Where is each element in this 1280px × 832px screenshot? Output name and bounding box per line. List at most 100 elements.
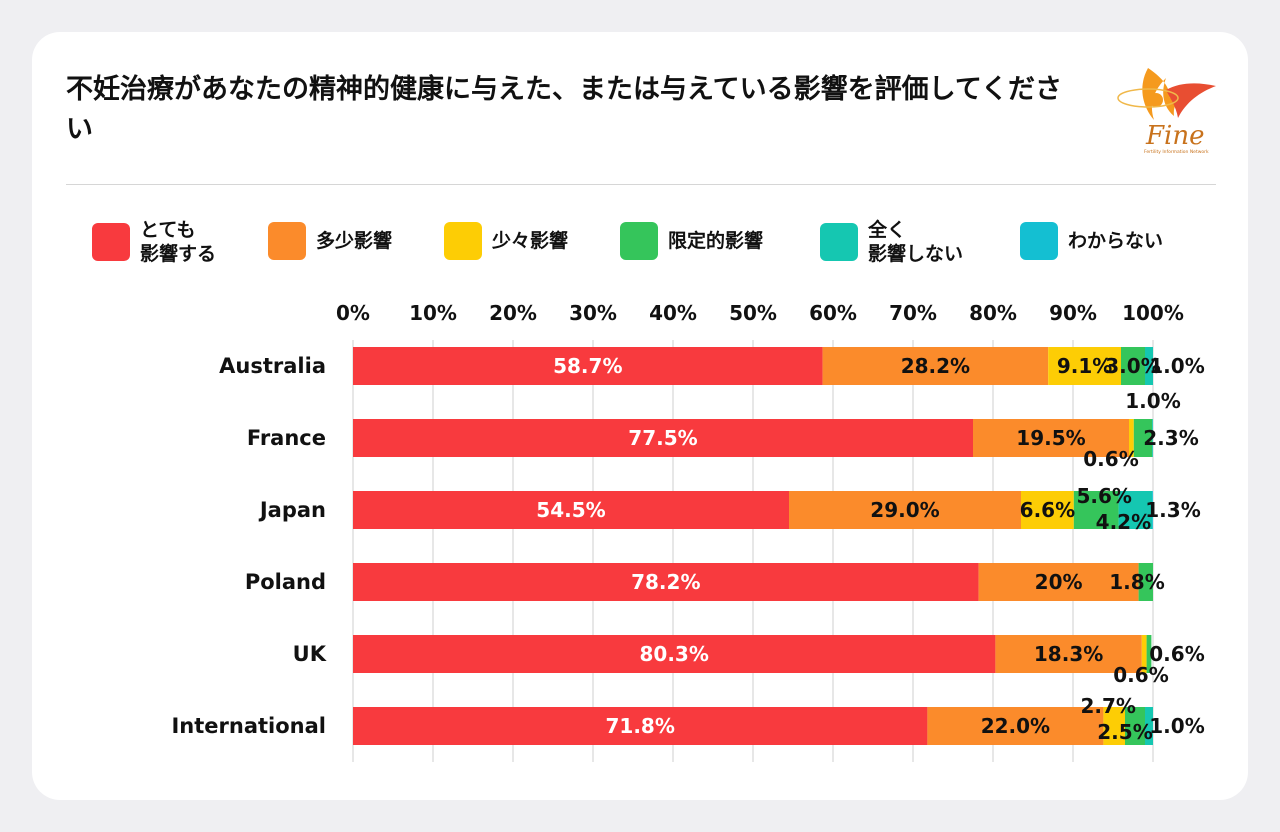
bar-little-affected [1021, 491, 1074, 529]
bar-very-affected [353, 491, 789, 529]
bar-limited-affected [1146, 635, 1152, 673]
data-label: 58.7% [553, 354, 622, 378]
data-label: 20% [1035, 570, 1083, 594]
data-label: 80.3% [640, 642, 709, 666]
legend-swatch [1020, 222, 1058, 260]
x-tick-label: 90% [1049, 301, 1097, 325]
logo-dot [1149, 93, 1163, 107]
data-label: 28.2% [901, 354, 970, 378]
x-tick-label: 20% [489, 301, 537, 325]
bar-very-affected [353, 347, 823, 385]
data-label: 5.6% [1076, 484, 1131, 508]
bar-not-at-all [1145, 707, 1153, 745]
data-label: 77.5% [628, 426, 697, 450]
title-divider [66, 184, 1216, 185]
bar-not-at-all [1118, 491, 1153, 529]
x-tick-label: 10% [409, 301, 457, 325]
bar-much-affected [789, 491, 1021, 529]
legend-label: とても 影響する [140, 219, 217, 265]
data-label: 4.2% [1096, 510, 1151, 534]
data-label: 3.0% [1105, 354, 1160, 378]
legend-item-much-affected: 多少影響 [268, 222, 392, 260]
legend-label: 限定的影響 [668, 230, 764, 252]
fine-logo: Fine Fertility Information Network [1117, 68, 1216, 155]
data-label: 1.0% [1125, 389, 1180, 413]
data-label: 0.6% [1083, 447, 1138, 471]
x-tick-label: 50% [729, 301, 777, 325]
x-tick-label: 70% [889, 301, 937, 325]
category-label: UK [293, 642, 327, 666]
data-label: 19.5% [1016, 426, 1085, 450]
legend-swatch [444, 222, 482, 260]
x-tick-label: 100% [1122, 301, 1184, 325]
logo-flame-shape [1166, 83, 1216, 118]
data-label: 9.1% [1057, 354, 1112, 378]
x-tick-label: 0% [336, 301, 370, 325]
bar-much-affected [995, 635, 1142, 673]
category-label: Poland [245, 570, 326, 594]
bar-unknown [1152, 491, 1153, 529]
chart-title: 不妊治療があなたの精神的健康に与えた、または与えている影響を評価してください [66, 74, 1063, 145]
legend-swatch [820, 223, 858, 261]
data-label: 0.6% [1113, 663, 1168, 687]
legend-item-not-at-all: 全く 影響しない [820, 218, 963, 266]
bar-limited-affected [1125, 707, 1145, 745]
data-label: 1.0% [1149, 354, 1204, 378]
bar-limited-affected [1073, 491, 1119, 529]
logo-subtext: Fertility Information Network [1144, 149, 1209, 155]
category-label: Australia [219, 354, 326, 378]
legend-item-limited-affected: 限定的影響 [620, 222, 763, 260]
legend-label: 全く 影響しない [868, 219, 964, 265]
data-label: 18.3% [1034, 642, 1103, 666]
data-label: 2.5% [1097, 720, 1152, 744]
data-label: 78.2% [631, 570, 700, 594]
bar-very-affected [353, 563, 979, 601]
category-label: France [247, 426, 326, 450]
bar-much-affected [973, 419, 1129, 457]
legend-item-very-affected: とても 影響する [92, 218, 216, 266]
data-label: 1.8% [1109, 570, 1164, 594]
legend-item-unknown: わからない [1020, 222, 1163, 260]
legend-item-little-affected: 少々影響 [444, 222, 568, 260]
data-label: 71.8% [606, 714, 675, 738]
legend-swatch [92, 223, 130, 261]
data-label: 1.3% [1145, 498, 1200, 522]
bar-not-at-all [1145, 347, 1153, 385]
x-tick-label: 30% [569, 301, 617, 325]
data-label: 1.0% [1149, 714, 1204, 738]
category-label: Japan [258, 498, 326, 522]
bar-little-affected [1141, 635, 1147, 673]
bar-limited-affected [1138, 563, 1153, 601]
data-label: 0.6% [1149, 642, 1204, 666]
data-label: 54.5% [536, 498, 605, 522]
bar-limited-affected [1121, 347, 1145, 385]
data-label: 22.0% [981, 714, 1050, 738]
legend-swatch [620, 222, 658, 260]
data-label: 2.3% [1143, 426, 1198, 450]
bar-little-affected [1048, 347, 1121, 385]
legend-label: わからない [1068, 230, 1164, 252]
bar-not-at-all [1152, 419, 1153, 457]
data-label: 6.6% [1020, 498, 1075, 522]
bar-very-affected [353, 707, 928, 745]
bar-very-affected [353, 419, 973, 457]
logo-orbit [1117, 88, 1179, 108]
legend-label: 多少影響 [316, 230, 393, 252]
legend-swatch [268, 222, 306, 260]
legend-label: 少々影響 [492, 230, 569, 252]
category-label: International [171, 714, 326, 738]
bar-much-affected [978, 563, 1139, 601]
bar-little-affected [1129, 419, 1134, 457]
logo-wordmark: Fine [1145, 121, 1205, 151]
bar-much-affected [927, 707, 1104, 745]
bar-much-affected [822, 347, 1049, 385]
data-label: 2.7% [1080, 694, 1135, 718]
bar-very-affected [353, 635, 996, 673]
data-label: 29.0% [870, 498, 939, 522]
x-tick-label: 80% [969, 301, 1017, 325]
bar-little-affected [1103, 707, 1125, 745]
x-tick-label: 40% [649, 301, 697, 325]
bar-limited-affected [1133, 419, 1153, 457]
x-tick-label: 60% [809, 301, 857, 325]
